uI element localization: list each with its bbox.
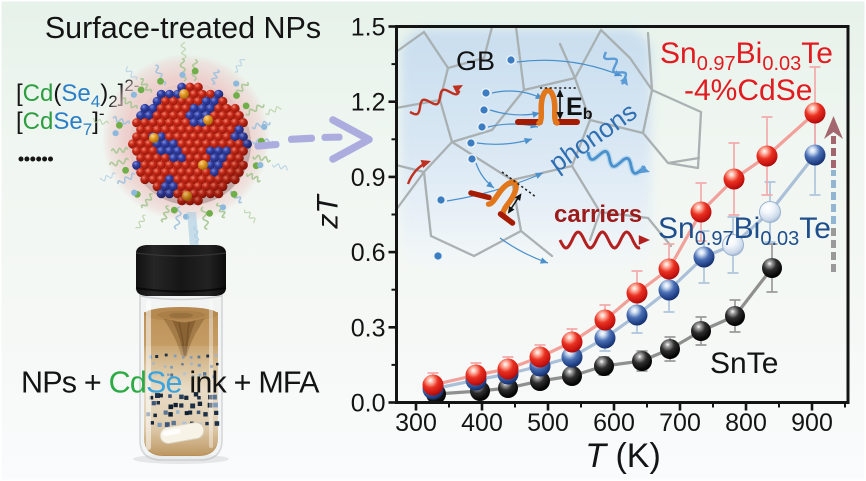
svg-text:NPs + CdSe ink + MFA: NPs + CdSe ink + MFA bbox=[21, 366, 320, 400]
svg-text:1.2: 1.2 bbox=[351, 89, 386, 117]
svg-text:zT: zT bbox=[312, 193, 345, 230]
svg-text:Sn0.97Bi0.03Te: Sn0.97Bi0.03Te bbox=[658, 212, 831, 250]
svg-text:0.3: 0.3 bbox=[351, 314, 386, 342]
svg-text:300: 300 bbox=[395, 409, 437, 437]
svg-text:Sn0.97Bi0.03Te: Sn0.97Bi0.03Te bbox=[660, 37, 833, 75]
svg-text:900: 900 bbox=[791, 409, 833, 437]
svg-text:SnTe: SnTe bbox=[710, 347, 778, 380]
svg-text:600: 600 bbox=[593, 409, 635, 437]
svg-text:400: 400 bbox=[461, 409, 503, 437]
svg-text:500: 500 bbox=[527, 409, 569, 437]
svg-text:0.0: 0.0 bbox=[351, 390, 386, 418]
svg-text:700: 700 bbox=[659, 409, 701, 437]
svg-text:-4%CdSe: -4%CdSe bbox=[684, 74, 812, 107]
svg-text:[CdSe7]-: [CdSe7]- bbox=[16, 104, 105, 139]
svg-text:Eb: Eb bbox=[566, 93, 593, 123]
svg-text:GB: GB bbox=[456, 46, 495, 76]
svg-text:0.9: 0.9 bbox=[351, 164, 386, 192]
svg-text:carriers: carriers bbox=[554, 201, 642, 228]
svg-text:Surface-treated NPs: Surface-treated NPs bbox=[45, 11, 321, 45]
svg-text:T (K): T (K) bbox=[585, 437, 661, 475]
svg-text:[Cd(Se4)2]2-: [Cd(Se4)2]2- bbox=[16, 76, 139, 111]
svg-text:1.5: 1.5 bbox=[351, 14, 386, 42]
svg-text:0.6: 0.6 bbox=[351, 239, 386, 267]
svg-text:800: 800 bbox=[725, 409, 767, 437]
